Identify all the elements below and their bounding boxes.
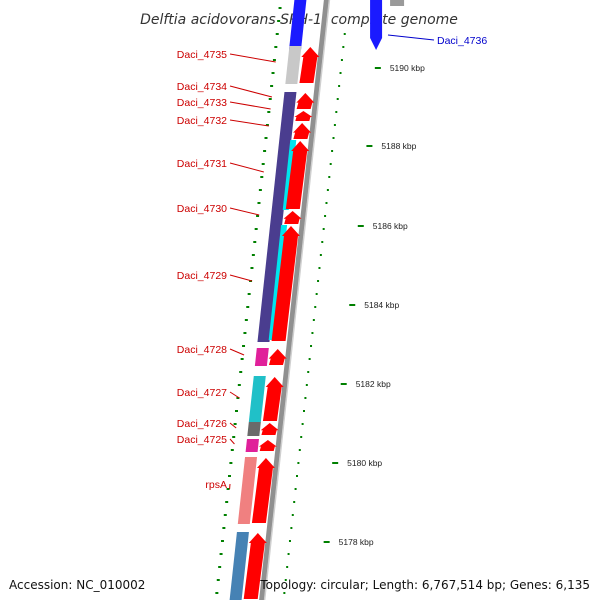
scale-label: 5178 kbp <box>339 537 374 547</box>
feature-block <box>229 532 249 600</box>
feature-block <box>390 0 405 6</box>
scale-label: 5182 kbp <box>356 379 391 389</box>
gene-label: Daci_4733 <box>177 97 227 109</box>
forward-arrow <box>271 226 300 341</box>
feature-block <box>281 110 295 122</box>
feature-block <box>254 348 269 366</box>
feature-block <box>257 225 283 342</box>
reverse-arrow <box>370 0 383 50</box>
label-leader <box>229 348 245 356</box>
forward-arrow <box>262 377 284 421</box>
label-leader <box>229 207 260 216</box>
gene-label: Daci_4730 <box>177 203 227 215</box>
feature-block <box>270 210 284 225</box>
gene-label: Daci_4725 <box>177 434 227 446</box>
feature-block <box>247 422 261 436</box>
label-leader <box>229 422 237 429</box>
label-leader <box>387 34 435 41</box>
label-leader <box>229 85 273 98</box>
feature-block <box>279 122 294 140</box>
forward-arrow <box>283 211 302 224</box>
scale-label: 5188 kbp <box>381 141 416 151</box>
gene-label: Daci_4734 <box>177 81 227 93</box>
scale-label: 5184 kbp <box>364 300 399 310</box>
gene-label: Daci_4729 <box>177 270 227 282</box>
forward-arrow <box>268 349 287 365</box>
forward-arrow <box>285 141 310 209</box>
feature-block <box>248 376 266 422</box>
forward-arrow <box>258 440 277 451</box>
label-leader <box>229 438 235 445</box>
label-leader <box>229 101 271 110</box>
label-leader <box>229 119 269 127</box>
forward-arrow <box>296 93 315 109</box>
label-leader <box>229 53 276 63</box>
accession-text: Accession: NC_010002 <box>9 578 146 592</box>
label-leader <box>229 274 253 282</box>
scale-label: 5190 kbp <box>390 63 425 73</box>
forward-arrow <box>299 47 320 83</box>
forward-arrow <box>293 123 312 139</box>
forward-arrow <box>243 533 267 599</box>
forward-arrow <box>260 423 279 435</box>
feature-block <box>237 457 258 524</box>
feature-block <box>282 92 297 110</box>
backbone <box>259 0 331 600</box>
feature-block <box>271 140 292 210</box>
topology-text: Topology: circular; Length: 6,767,514 bp… <box>260 578 590 592</box>
gene-label: Daci_4726 <box>177 418 227 430</box>
feature-block <box>285 46 302 84</box>
backbone-line <box>259 0 329 600</box>
tick-rings <box>215 7 346 594</box>
backbone-highlight <box>263 0 331 600</box>
gene-label: Daci_4736 <box>437 35 487 47</box>
label-leader <box>229 391 240 399</box>
forward-arrow <box>294 111 313 121</box>
gene-label: rpsA <box>205 479 227 491</box>
forward-arrow <box>251 458 275 523</box>
scale-label: 5180 kbp <box>347 458 382 468</box>
feature-block <box>245 439 259 452</box>
strand-arrows <box>243 0 405 599</box>
label-leader <box>229 162 264 173</box>
gene-label: Daci_4727 <box>177 387 227 399</box>
gene-label: Daci_4728 <box>177 344 227 356</box>
scale-label: 5186 kbp <box>373 221 408 231</box>
feature-block <box>289 0 307 50</box>
gene-labels: Daci_4736 Daci_4735 Daci_4734 Daci_4733 Daci… <box>177 34 487 491</box>
gene-label: Daci_4735 <box>177 49 227 61</box>
gene-label: Daci_4732 <box>177 115 227 127</box>
kbp-scale: 5190 kbp 5188 kbp 5186 kbp 5184 kbp 5182 kbp… <box>323 63 425 547</box>
gene-label: Daci_4731 <box>177 158 227 170</box>
